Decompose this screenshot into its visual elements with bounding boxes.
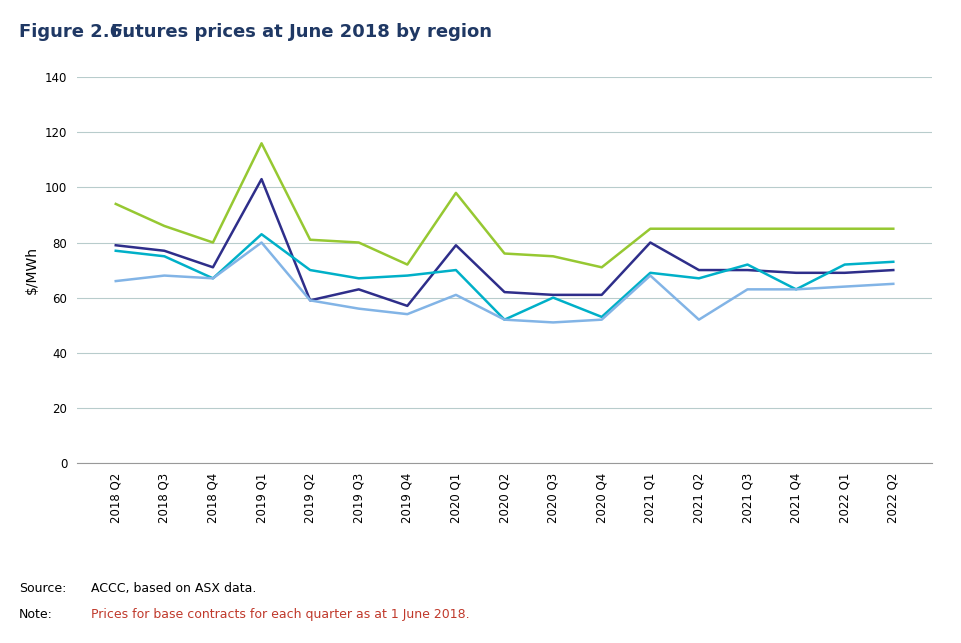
Victoria — [402, 302, 413, 310]
Victoria — [450, 241, 461, 249]
NSW — [305, 266, 316, 274]
Queensland — [159, 272, 170, 280]
NSW — [450, 266, 461, 274]
South Australia — [499, 249, 510, 257]
South Australia — [208, 239, 219, 246]
Victoria — [208, 264, 219, 271]
Text: Futures prices at June 2018 by region: Futures prices at June 2018 by region — [111, 23, 491, 41]
Queensland — [305, 296, 316, 304]
South Australia — [402, 260, 413, 268]
South Australia — [159, 222, 170, 230]
Victoria — [353, 285, 364, 293]
South Australia — [645, 225, 656, 233]
Text: Figure 2.6:: Figure 2.6: — [19, 23, 130, 41]
Line: NSW: NSW — [115, 234, 894, 320]
NSW — [402, 272, 413, 280]
Victoria — [693, 266, 704, 274]
South Australia — [305, 236, 316, 244]
Queensland — [693, 316, 704, 323]
Line: Victoria: Victoria — [115, 179, 894, 306]
Victoria — [839, 269, 850, 276]
South Australia — [548, 253, 559, 260]
Victoria — [256, 176, 267, 183]
Victoria — [742, 266, 753, 274]
Queensland — [402, 311, 413, 318]
South Australia — [839, 225, 850, 233]
NSW — [790, 285, 801, 293]
Text: Source:: Source: — [19, 582, 66, 595]
NSW — [499, 316, 510, 323]
NSW — [110, 247, 121, 255]
NSW — [693, 275, 704, 282]
South Australia — [110, 200, 121, 208]
Line: Queensland: Queensland — [115, 242, 894, 322]
Victoria — [888, 266, 899, 274]
Victoria — [110, 241, 121, 249]
Text: ACCC, based on ASX data.: ACCC, based on ASX data. — [91, 582, 257, 595]
Queensland — [208, 275, 219, 282]
Victoria — [305, 296, 316, 304]
Victoria — [548, 291, 559, 299]
NSW — [888, 258, 899, 266]
South Australia — [353, 239, 364, 246]
South Australia — [888, 225, 899, 233]
Queensland — [790, 285, 801, 293]
South Australia — [742, 225, 753, 233]
NSW — [256, 230, 267, 238]
Queensland — [450, 291, 461, 299]
Queensland — [839, 283, 850, 291]
NSW — [742, 260, 753, 268]
Victoria — [790, 269, 801, 276]
South Australia — [450, 189, 461, 197]
Queensland — [256, 239, 267, 246]
Line: South Australia: South Australia — [115, 143, 894, 267]
Victoria — [596, 291, 607, 299]
Queensland — [888, 280, 899, 287]
Queensland — [110, 277, 121, 285]
Text: Prices for base contracts for each quarter as at 1 June 2018.: Prices for base contracts for each quart… — [91, 608, 470, 620]
NSW — [353, 275, 364, 282]
NSW — [208, 275, 219, 282]
Victoria — [645, 239, 656, 246]
Queensland — [596, 316, 607, 323]
Text: Note:: Note: — [19, 608, 53, 620]
Queensland — [645, 272, 656, 280]
NSW — [645, 269, 656, 276]
NSW — [159, 253, 170, 260]
Y-axis label: $/MWh: $/MWh — [25, 246, 39, 294]
Queensland — [548, 318, 559, 326]
South Australia — [256, 140, 267, 147]
South Australia — [693, 225, 704, 233]
NSW — [839, 260, 850, 268]
NSW — [596, 313, 607, 321]
Queensland — [353, 305, 364, 312]
South Australia — [596, 264, 607, 271]
Queensland — [742, 285, 753, 293]
NSW — [548, 294, 559, 302]
Queensland — [499, 316, 510, 323]
South Australia — [790, 225, 801, 233]
Victoria — [159, 247, 170, 255]
Victoria — [499, 288, 510, 296]
